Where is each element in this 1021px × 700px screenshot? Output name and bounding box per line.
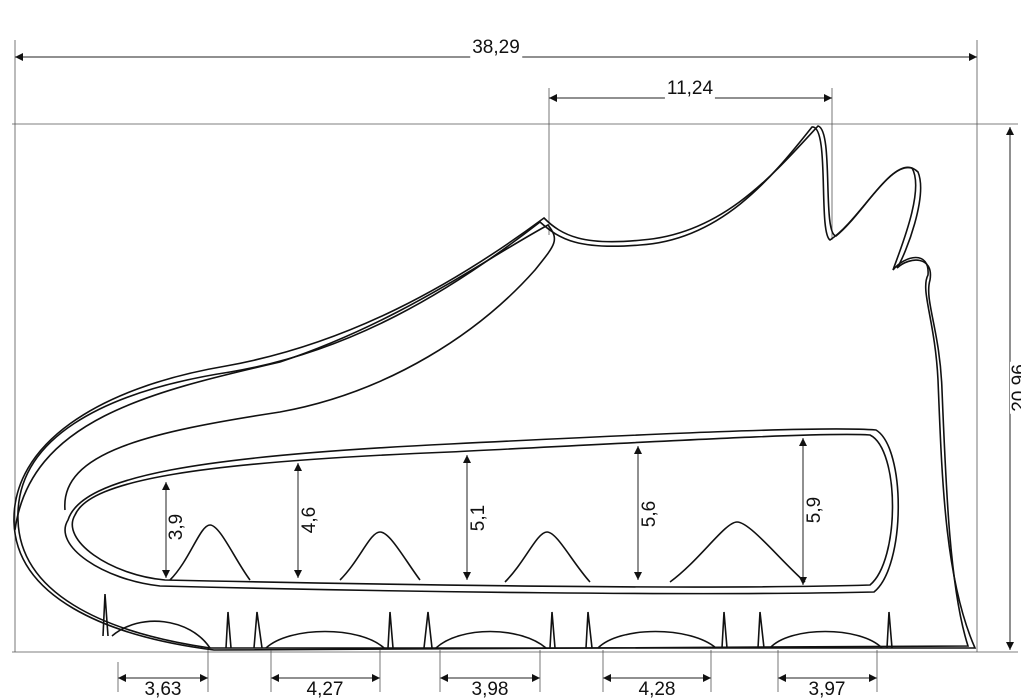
dimension-label: 5,6 bbox=[639, 498, 660, 530]
dimension-label: 38,29 bbox=[470, 37, 522, 58]
extension-lines bbox=[12, 40, 1018, 653]
dimension-label: 4,28 bbox=[636, 679, 678, 700]
dimension-label: 4,6 bbox=[299, 504, 320, 536]
dimension-label: 11,24 bbox=[664, 78, 716, 99]
dimension-label: 3,63 bbox=[142, 679, 184, 700]
dimension-label: 3,9 bbox=[166, 511, 187, 543]
dimension-label: 20,96 bbox=[1009, 362, 1021, 414]
shoe-outline bbox=[13, 125, 977, 651]
dimension-label: 5,9 bbox=[804, 494, 825, 526]
dimension-label: 4,27 bbox=[304, 679, 346, 700]
dimension-label: 5,1 bbox=[468, 502, 489, 534]
dimension-label: 3,98 bbox=[469, 679, 511, 700]
dimension-lines bbox=[15, 53, 1014, 692]
dimension-label: 3,97 bbox=[806, 679, 848, 700]
